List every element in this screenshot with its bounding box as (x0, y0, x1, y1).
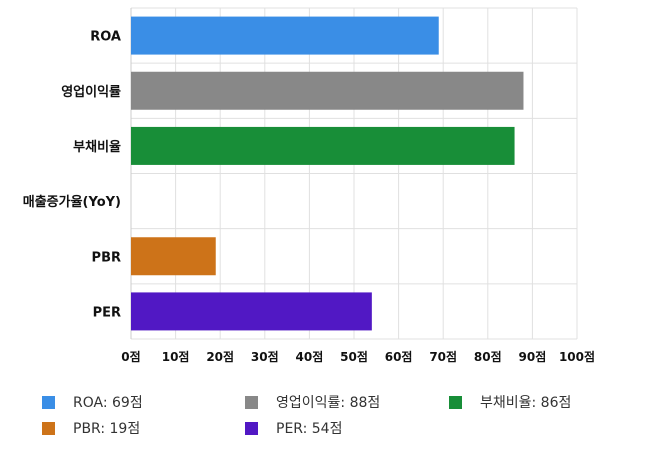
legend-swatch (449, 395, 462, 409)
x-tick-label: 20점 (206, 349, 234, 364)
x-tick-label: 70점 (429, 349, 457, 364)
grid (130, 7, 578, 340)
legend-item: 부채비율: 86점 (449, 392, 571, 412)
x-tick-label: 50점 (340, 349, 368, 364)
category-label: PER (93, 305, 121, 320)
legend-swatch (42, 421, 55, 435)
legend-item: PBR: 19점 (42, 418, 140, 438)
legend-item: ROA: 69점 (42, 392, 143, 412)
bar (131, 71, 524, 110)
category-label: PBR (92, 250, 121, 265)
x-tick-label: 30점 (251, 349, 279, 364)
legend-label: 부채비율: 86점 (480, 395, 572, 411)
bars (131, 16, 524, 331)
legend-item: 영업이익률: 88점 (245, 392, 380, 412)
category-label: 부채비율 (73, 139, 121, 155)
legend-swatch (245, 395, 258, 409)
x-tick-label: 10점 (162, 349, 190, 364)
legend-label: 영업이익률: 88점 (276, 395, 381, 411)
category-label: ROA (90, 30, 121, 45)
x-tick-label: 60점 (385, 349, 413, 364)
legend: ROA: 69점 영업이익률: 88점 부채비율: 86점 PBR: 19점 PER: … (0, 386, 650, 446)
category-label: 매출증가율(YoY) (23, 194, 121, 210)
legend-swatch (245, 421, 258, 435)
x-tick-label: 80점 (474, 349, 502, 364)
bar (131, 126, 515, 165)
x-tick-label: 40점 (296, 349, 324, 364)
x-tick-label: 0점 (121, 349, 140, 364)
legend-label: PBR: 19점 (73, 421, 141, 437)
bar (131, 292, 372, 331)
x-tick-labels: 0점 10점 20점 30점 40점 50점 60점 70점 80점 90점 100점 (121, 349, 595, 364)
legend-label: PER: 54점 (276, 421, 343, 437)
legend-item: PER: 54점 (245, 418, 342, 438)
category-label: 영업이익률 (61, 84, 121, 100)
bar (131, 237, 216, 276)
legend-label: ROA: 69점 (73, 395, 143, 411)
x-tick-label: 90점 (519, 349, 547, 364)
x-tick-label: 100점 (559, 349, 595, 364)
legend-swatch (42, 395, 55, 409)
bar (131, 16, 439, 55)
